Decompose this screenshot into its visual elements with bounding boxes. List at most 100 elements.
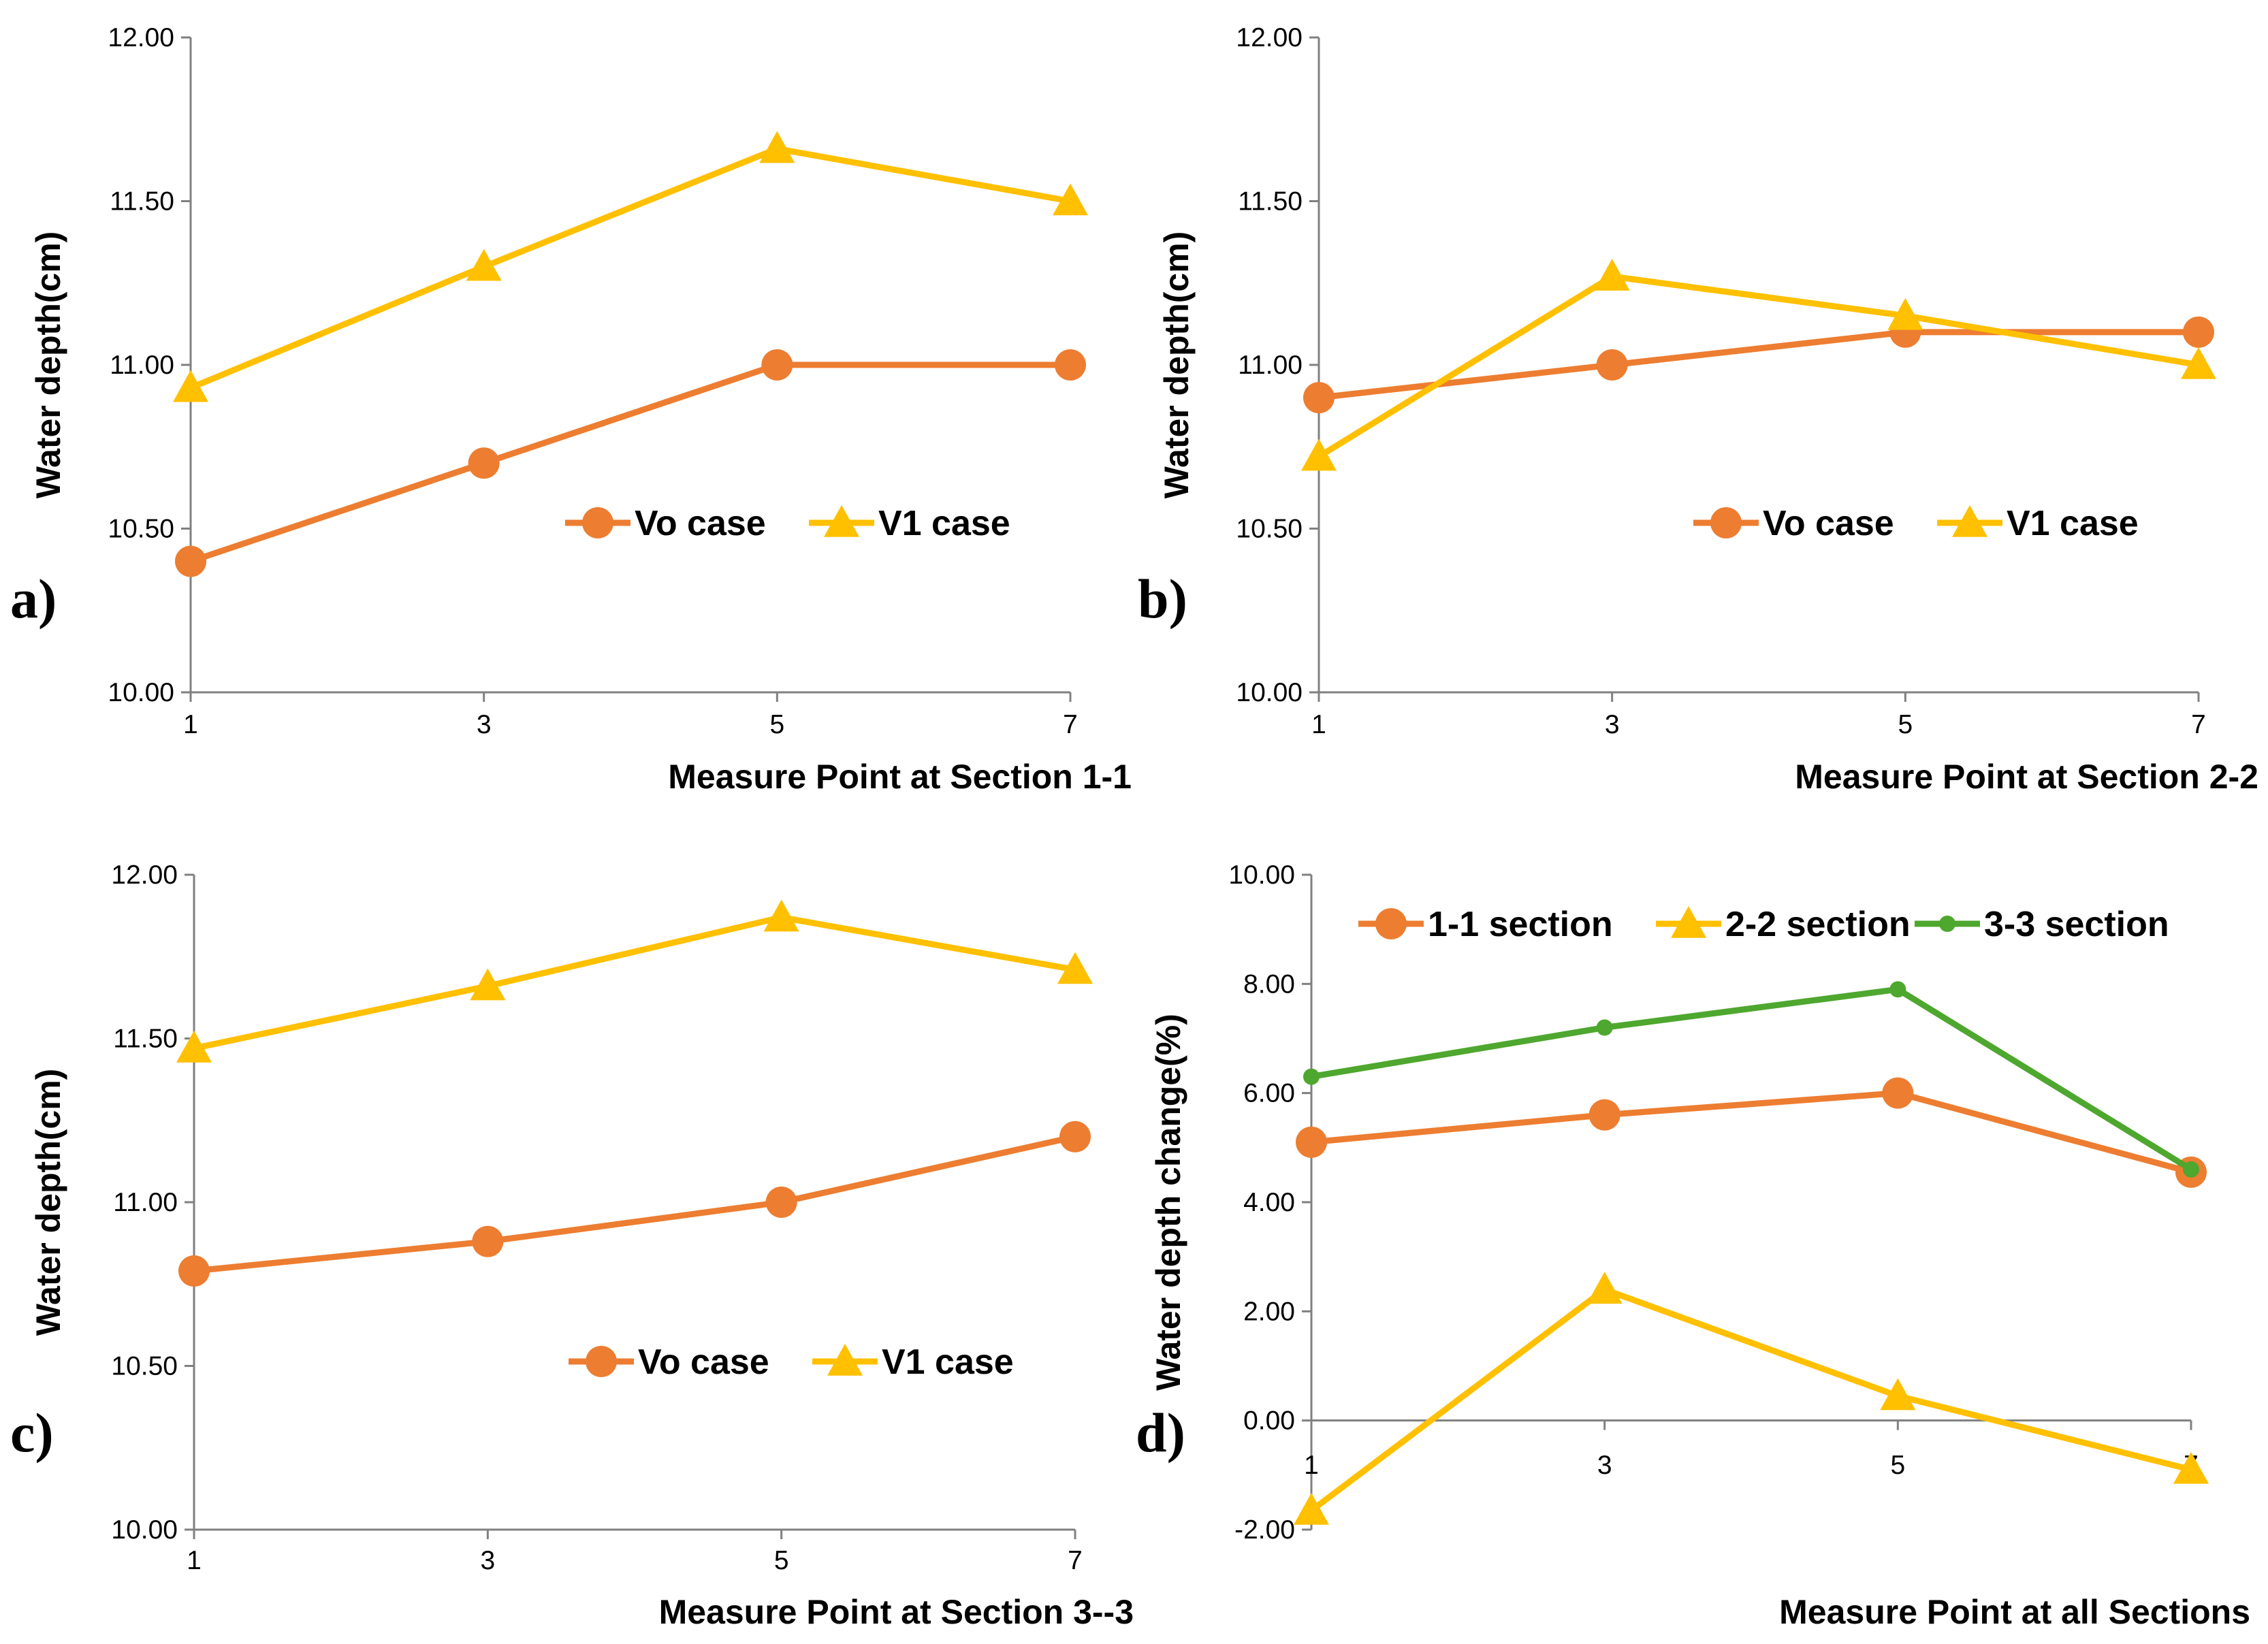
x-tick-label: 3 <box>1605 710 1620 739</box>
legend-swatch-marker <box>827 1344 863 1376</box>
legend-item: V1 case <box>812 1342 1014 1382</box>
data-point <box>765 1187 797 1218</box>
y-axis-title: Water depth change(%) <box>1149 1014 1187 1391</box>
legend-swatch-marker <box>1710 507 1742 538</box>
legend-item: 1-1 section <box>1358 905 1613 944</box>
y-tick-label: 12.00 <box>111 860 178 890</box>
series-3 <box>1303 981 2199 1178</box>
legend-item: V1 case <box>809 504 1010 543</box>
legend-label: V1 case <box>882 1342 1014 1382</box>
y-tick-label: 11.00 <box>110 351 174 380</box>
y-tick-label: 11.50 <box>110 187 174 216</box>
data-point <box>1294 1492 1329 1525</box>
data-point <box>1588 1099 1620 1131</box>
x-tick-label: 7 <box>1063 710 1078 739</box>
y-axis-title: Water depth(cm) <box>29 1069 67 1336</box>
series-2 <box>173 131 1088 402</box>
y-tick-label: 10.00 <box>108 678 174 707</box>
legend-label: Vo case <box>1763 504 1894 543</box>
legend-label: 3-3 section <box>1984 905 2169 944</box>
data-point <box>178 1255 210 1287</box>
legend: Vo case V1 case <box>565 504 1010 543</box>
data-point <box>1596 349 1628 381</box>
legend-item: V1 case <box>1937 504 2139 543</box>
y-tick-label: 11.00 <box>113 1188 178 1217</box>
x-tick-label: 7 <box>1068 1546 1083 1575</box>
series-line <box>1317 273 2199 460</box>
legend-item: 3-3 section <box>1915 905 2169 944</box>
panel-label: d) <box>1136 1402 1185 1464</box>
data-point <box>470 968 506 1001</box>
legend-label: Vo case <box>635 504 766 543</box>
y-tick-label: 12.00 <box>108 23 174 52</box>
data-point <box>1303 1068 1320 1085</box>
legend-swatch-marker <box>1952 505 1987 537</box>
series-line <box>1309 1286 2192 1513</box>
legend-label: Vo case <box>638 1342 769 1382</box>
x-tick-label: 1 <box>183 710 198 739</box>
series-2 <box>176 899 1093 1063</box>
data-point <box>1059 1121 1091 1153</box>
series-line <box>1318 329 2199 401</box>
legend-label: V1 case <box>878 504 1010 543</box>
y-tick-label: 2.00 <box>1243 1297 1295 1326</box>
x-tick-label: 5 <box>774 1546 789 1575</box>
y-tick-label: 4.00 <box>1243 1188 1295 1217</box>
data-point <box>176 1030 212 1063</box>
series-1 <box>175 349 1086 577</box>
legend-item: Vo case <box>1693 504 1894 543</box>
chart-panel-4: -2.000.002.004.006.008.0010.001357Measur… <box>1136 860 2250 1631</box>
y-tick-label: 10.00 <box>1236 678 1303 707</box>
series-line <box>1311 986 2193 1172</box>
data-point <box>472 1225 504 1257</box>
legend-label: 1-1 section <box>1428 905 1613 944</box>
panel-label: a) <box>10 568 57 630</box>
legend-item: Vo case <box>569 1342 769 1382</box>
legend-swatch-marker <box>582 507 613 538</box>
legend-swatch-marker <box>824 505 859 537</box>
y-tick-label: 0.00 <box>1243 1406 1295 1436</box>
legend: 1-1 section 2-2 section 3-3 section <box>1358 905 2169 944</box>
x-tick-label: 3 <box>1597 1451 1612 1480</box>
data-point <box>1880 1378 1916 1411</box>
x-axis-title: Measure Point at Section 1-1 <box>668 758 1132 796</box>
y-tick-label: 10.00 <box>111 1515 178 1545</box>
series-line <box>193 1133 1076 1274</box>
data-point <box>175 545 206 577</box>
x-axis-title: Measure Point at all Sections <box>1779 1593 2250 1631</box>
chart-panel-2: 10.00 10.50 11.00 11.50 12.00 1 3 5 7 Measure Poi… <box>1138 23 2258 796</box>
y-tick-label: 6.00 <box>1243 1079 1295 1108</box>
y-axis-title: Water depth(cm) <box>1157 231 1196 499</box>
legend: Vo case V1 case <box>1693 504 2139 543</box>
series-2 <box>1301 259 2216 471</box>
panel-label: c) <box>10 1402 54 1464</box>
y-tick-label: 10.50 <box>108 515 174 544</box>
x-tick-label: 5 <box>769 710 784 739</box>
y-tick-label: 12.00 <box>1236 23 1303 52</box>
data-point <box>1303 382 1335 414</box>
data-point <box>1055 349 1086 381</box>
data-point <box>1596 1019 1613 1036</box>
x-tick-label: 1 <box>1304 1451 1319 1480</box>
data-point <box>1887 297 1923 330</box>
legend: Vo case V1 case <box>569 1342 1014 1382</box>
data-point <box>173 370 208 402</box>
data-point <box>1301 438 1337 471</box>
data-point <box>759 131 795 163</box>
y-tick-label: 10.00 <box>1228 860 1295 890</box>
y-tick-label: 10.50 <box>1236 515 1303 544</box>
y-tick-label: 11.50 <box>1238 187 1303 216</box>
x-tick-label: 1 <box>187 1546 202 1575</box>
panel-label: b) <box>1138 568 1187 630</box>
series-1 <box>1303 316 2214 414</box>
data-point <box>1296 1126 1327 1158</box>
x-tick-label: 3 <box>477 710 492 739</box>
data-point <box>1594 259 1630 291</box>
legend-label: 2-2 section <box>1725 905 1911 944</box>
data-point <box>1882 1077 1914 1109</box>
data-point <box>466 248 502 281</box>
chart-panel-1: 10.00 10.50 11.00 11.50 12.00 1 3 5 7 Measure Poi… <box>10 23 1132 796</box>
series-1 <box>1296 1077 2207 1188</box>
legend-item: 2-2 section <box>1656 905 1911 944</box>
data-point <box>763 899 799 932</box>
